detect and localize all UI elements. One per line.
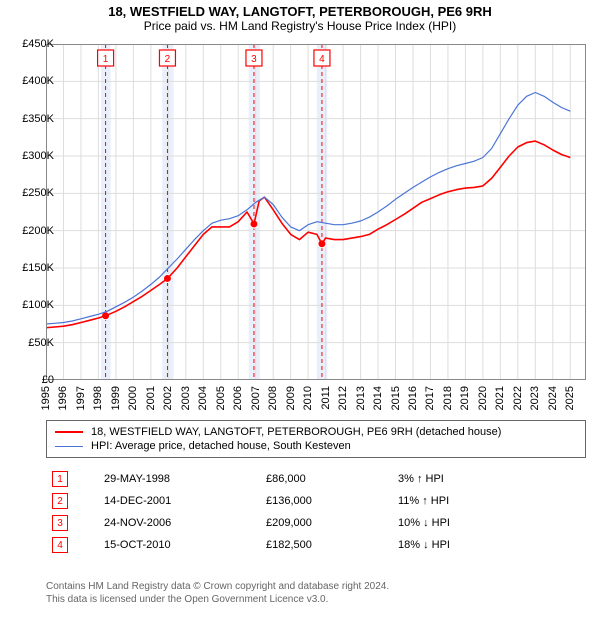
- x-tick-label: 2013: [355, 386, 367, 410]
- events-table: 1 29-MAY-1998£86,0003% ↑ HPI 2 14-DEC-2001£…: [46, 468, 586, 556]
- x-tick-label: 2003: [180, 386, 192, 410]
- footer-line1: Contains HM Land Registry data © Crown c…: [46, 580, 586, 593]
- y-tick-label: £50K: [10, 337, 54, 349]
- x-tick-label: 1998: [92, 386, 104, 410]
- event-date: 24-NOV-2006: [98, 512, 260, 534]
- event-row: 4 15-OCT-2010£182,50018% ↓ HPI: [46, 534, 586, 556]
- x-tick-label: 2017: [424, 386, 436, 410]
- legend-item-hpi: HPI: Average price, detached house, Sout…: [55, 439, 577, 453]
- chart-title-address: 18, WESTFIELD WAY, LANGTOFT, PETERBOROUG…: [0, 4, 600, 19]
- x-tick-label: 2019: [459, 386, 471, 410]
- legend-swatch-price-paid: [55, 431, 83, 433]
- x-tick-label: 2021: [494, 386, 506, 410]
- event-price: £209,000: [260, 512, 392, 534]
- y-tick-label: £150K: [10, 262, 54, 274]
- event-delta: 18% ↓ HPI: [392, 534, 586, 556]
- y-tick-label: £300K: [10, 150, 54, 162]
- event-date: 15-OCT-2010: [98, 534, 260, 556]
- x-tick-label: 2002: [162, 386, 174, 410]
- x-tick-label: 2005: [215, 386, 227, 410]
- x-tick-label: 1999: [110, 386, 122, 410]
- x-tick-label: 2023: [529, 386, 541, 410]
- y-tick-label: £350K: [10, 113, 54, 125]
- event-price: £136,000: [260, 490, 392, 512]
- x-tick-label: 2011: [320, 386, 332, 410]
- event-row: 2 14-DEC-2001£136,00011% ↑ HPI: [46, 490, 586, 512]
- x-tick-label: 2014: [372, 386, 384, 410]
- event-marker-icon: 3: [52, 515, 68, 531]
- x-tick-label: 2004: [197, 386, 209, 410]
- legend-box: 18, WESTFIELD WAY, LANGTOFT, PETERBOROUG…: [46, 420, 586, 458]
- x-tick-label: 2010: [302, 386, 314, 410]
- x-tick-label: 2006: [232, 386, 244, 410]
- legend-item-price-paid: 18, WESTFIELD WAY, LANGTOFT, PETERBOROUG…: [55, 425, 577, 439]
- x-tick-label: 1995: [40, 386, 52, 410]
- event-price: £182,500: [260, 534, 392, 556]
- x-tick-label: 2025: [564, 386, 576, 410]
- chart-plot-area: 1 2 3 4: [46, 44, 586, 380]
- svg-text:4: 4: [319, 54, 325, 65]
- x-tick-label: 2018: [442, 386, 454, 410]
- svg-text:1: 1: [103, 54, 109, 65]
- event-marker-icon: 1: [52, 471, 68, 487]
- event-row: 1 29-MAY-1998£86,0003% ↑ HPI: [46, 468, 586, 490]
- event-row: 3 24-NOV-2006£209,00010% ↓ HPI: [46, 512, 586, 534]
- y-tick-label: £400K: [10, 75, 54, 87]
- x-tick-label: 2009: [285, 386, 297, 410]
- event-delta: 10% ↓ HPI: [392, 512, 586, 534]
- chart-title-subtitle: Price paid vs. HM Land Registry's House …: [0, 19, 600, 33]
- x-tick-label: 1997: [75, 386, 87, 410]
- x-tick-label: 2015: [390, 386, 402, 410]
- legend-label-hpi: HPI: Average price, detached house, Sout…: [91, 440, 351, 452]
- x-tick-label: 2000: [127, 386, 139, 410]
- x-tick-label: 1996: [57, 386, 69, 410]
- y-tick-label: £450K: [10, 38, 54, 50]
- x-tick-label: 2007: [250, 386, 262, 410]
- svg-text:2: 2: [165, 54, 171, 65]
- legend-label-price-paid: 18, WESTFIELD WAY, LANGTOFT, PETERBOROUG…: [91, 426, 501, 438]
- event-delta: 3% ↑ HPI: [392, 468, 586, 490]
- event-date: 14-DEC-2001: [98, 490, 260, 512]
- legend-swatch-hpi: [55, 446, 83, 447]
- x-tick-label: 2008: [267, 386, 279, 410]
- event-price: £86,000: [260, 468, 392, 490]
- x-tick-label: 2001: [145, 386, 157, 410]
- x-tick-label: 2024: [547, 386, 559, 410]
- event-marker-icon: 4: [52, 537, 68, 553]
- x-tick-label: 2022: [512, 386, 524, 410]
- event-delta: 11% ↑ HPI: [392, 490, 586, 512]
- y-tick-label: £100K: [10, 299, 54, 311]
- chart-titles: 18, WESTFIELD WAY, LANGTOFT, PETERBOROUG…: [0, 0, 600, 33]
- svg-text:3: 3: [251, 54, 257, 65]
- event-date: 29-MAY-1998: [98, 468, 260, 490]
- y-tick-label: £200K: [10, 225, 54, 237]
- footer-line2: This data is licensed under the Open Gov…: [46, 593, 586, 606]
- y-tick-label: £0: [10, 374, 54, 386]
- x-tick-label: 2016: [407, 386, 419, 410]
- event-marker-icon: 2: [52, 493, 68, 509]
- chart-container: { "title_line1": "18, WESTFIELD WAY, LAN…: [0, 0, 600, 620]
- chart-svg: 1 2 3 4: [46, 44, 586, 380]
- y-tick-label: £250K: [10, 187, 54, 199]
- footer-attribution: Contains HM Land Registry data © Crown c…: [46, 580, 586, 606]
- x-tick-label: 2020: [477, 386, 489, 410]
- x-tick-label: 2012: [337, 386, 349, 410]
